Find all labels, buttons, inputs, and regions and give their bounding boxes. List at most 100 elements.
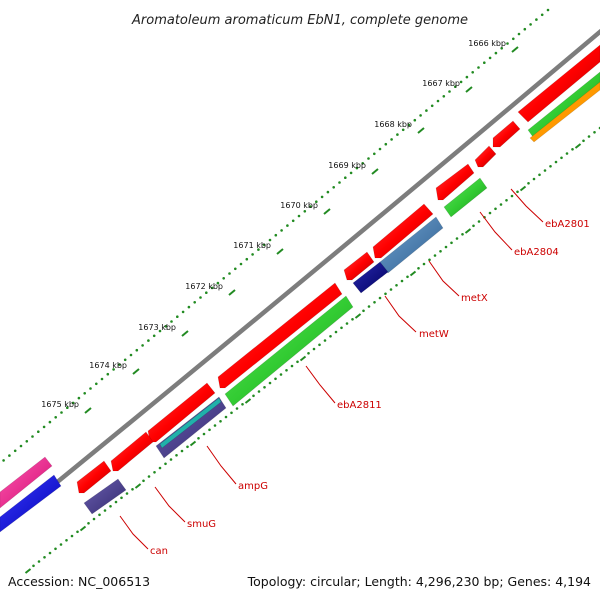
gene-label-ebA2811[interactable]: ebA2811 [337,400,382,411]
inner-scale-dot [318,344,321,347]
inner-scale-dot [401,280,404,283]
inner-scale-dot [241,403,244,406]
inner-scale-dot [549,165,552,168]
inner-scale-dot [60,543,63,546]
inner-scale-dot [329,335,332,338]
inner-scale-tick [246,399,251,403]
inner-scale-dot [379,297,382,300]
gene-label-metW[interactable]: metW [419,329,449,340]
inner-scale-dot [153,471,156,474]
scale-dot [240,263,243,266]
feature-cds-smuG[interactable] [111,432,153,471]
inner-scale-dot [291,365,294,368]
scale-dot [512,38,515,41]
inner-scale-dot [478,220,481,223]
accession-text: Accession: NC_006513 [8,574,150,589]
inner-scale-dot [324,339,327,342]
inner-scale-dot [494,208,497,211]
scale-dot [332,186,335,189]
inner-scale-dot [307,352,310,355]
inner-scale-dot [571,148,574,151]
feature-cds-ebA2801[interactable] [493,121,520,147]
scale-dot [292,220,295,223]
inner-scale-dot [313,348,316,351]
gene-label-ampG[interactable]: ampG [238,481,268,492]
gene-leader-line [120,516,148,549]
inner-scale-dot [593,131,596,134]
inner-scale-dot [285,369,288,372]
inner-scale-dot [395,284,398,287]
inner-scale-dot [373,301,376,304]
scale-dot [136,349,139,352]
scale-major-tick [182,331,188,336]
gene-label-can[interactable]: can [150,546,168,557]
inner-scale-dot [208,429,211,432]
feature-tracks [0,45,600,532]
scale-dot [419,114,422,117]
scale-dot [222,277,225,280]
scale-dot [547,9,550,12]
inner-scale-dot [76,531,79,534]
gene-leader-line [480,212,512,250]
scale-dot [350,172,353,175]
scale-dot [26,440,29,443]
gene-leader-line [385,296,416,332]
inner-scale-dot [544,169,547,172]
scale-dot [298,215,301,218]
scale-tick-label: 1670 kbp [280,201,318,210]
scale-dot [471,71,474,74]
scale-tick-label: 1674 kbp [89,361,127,370]
scale-dot [60,411,63,414]
scale-major-tick [466,87,472,92]
feature-cds-small[interactable] [475,146,496,167]
scale-major-tick [85,408,91,413]
inner-scale-dot [225,416,228,419]
feature-gene-ebA2811[interactable] [225,296,353,406]
scale-dot [518,33,521,36]
inner-scale-dot [236,407,239,410]
scale-major-tick [324,209,330,214]
gene-label-ebA2804[interactable]: ebA2804 [514,247,559,258]
inner-scale-dot [280,373,283,376]
scale-dot [101,378,104,381]
inner-scale-dot [131,488,134,491]
inner-scale-dot [142,480,145,483]
gene-leader-line [511,189,543,222]
scale-dot [425,109,428,112]
inner-scale-dot [115,501,118,504]
scale-major-tick [418,128,424,133]
scale-dot [43,426,46,429]
scale-dot [130,354,133,357]
inner-scale-dot [346,322,349,325]
inner-scale-dot [263,386,266,389]
genome-backbone [0,15,600,545]
inner-scale-dot [340,327,343,330]
inner-scale-dot [390,288,393,291]
gene-label-metX[interactable]: metX [461,293,488,304]
scale-dot [20,445,23,448]
inner-scale-tick [411,272,416,276]
inner-scale-dot [148,475,151,478]
inner-scale-dot [170,458,173,461]
scale-dot [390,138,393,141]
scale-dot [37,430,40,433]
scale-dot [31,435,34,438]
scale-dot [286,224,289,227]
inner-scale-dot [582,140,585,143]
gene-label-ebA2801[interactable]: ebA2801 [545,219,590,230]
inner-scale-dot [505,199,508,202]
scale-dot [228,272,231,275]
scale-dot [246,258,249,261]
inner-scale-dot [445,246,448,249]
scale-dot [477,66,480,69]
inner-scale-dot [38,560,41,563]
scale-dot [437,100,440,103]
inner-scale-dot [461,233,464,236]
scale-dot [396,133,399,136]
inner-scale-dot [434,254,437,257]
gene-label-smuG[interactable]: smuG [187,519,216,530]
scale-dot [2,459,5,462]
